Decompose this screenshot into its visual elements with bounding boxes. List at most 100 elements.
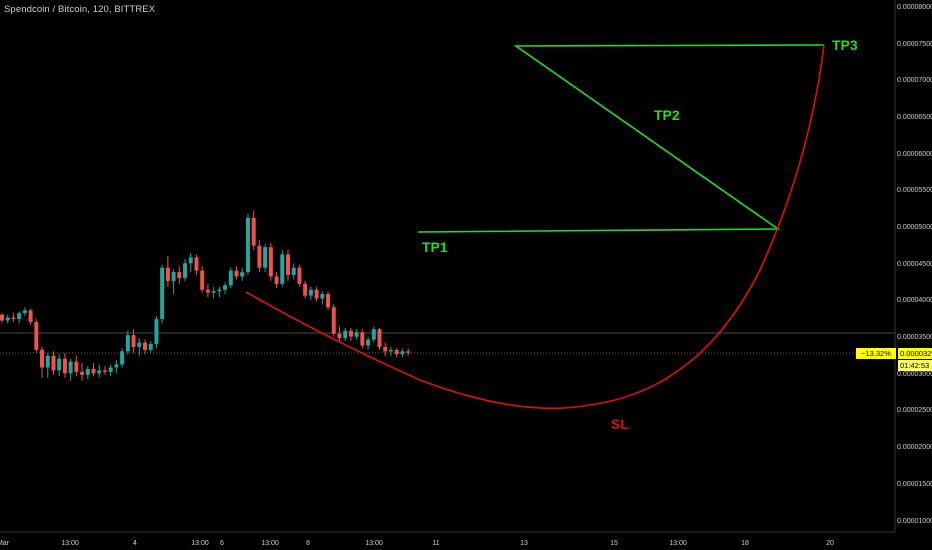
y-tick-label: 0.00007500 [897,40,932,48]
x-tick-label: Mar [0,540,10,547]
candle-body [303,283,308,296]
candle-body [177,272,182,278]
candle-body [183,263,188,278]
candle-body [280,254,285,284]
candle-body [22,310,27,314]
candle-body [91,368,96,374]
x-tick-label: 20 [826,540,834,547]
annotation-sl: SL [611,416,629,432]
candle-body [228,270,233,286]
candle-body [371,329,376,340]
candle-body [211,291,216,293]
x-tick-label: 6 [220,540,224,547]
candle-body [205,289,210,293]
x-tick-label: 13:00 [261,540,279,547]
candle-body [388,349,393,352]
candle-body [331,307,336,334]
candle-body [337,333,342,339]
y-tick-label: 0.00003500 [897,334,932,342]
y-tick-label: 0.00006000 [897,150,932,158]
x-tick-label: 4 [133,540,137,547]
candle-body [326,294,331,308]
candle-body [45,355,50,368]
candle-body [40,349,45,368]
change-percent-badge: −13.32% [856,348,896,359]
candle-body [251,217,256,246]
candle-body [223,285,228,290]
candle-body [62,358,67,374]
candle-body [28,310,33,322]
candle-body [171,272,176,281]
candle-body [217,289,222,292]
y-tick-label: 0.00004000 [897,297,932,305]
y-tick-label: 0.00004500 [897,260,932,268]
candle-body [17,313,22,320]
sl-curve[interactable] [245,44,825,410]
annotation-tp2: TP2 [654,107,680,123]
candle-body [68,361,73,374]
y-tick-label: 0.00002000 [897,444,932,452]
x-tick-label: 11 [432,540,440,547]
candle-body [80,371,85,375]
candle-body [320,294,325,299]
candle-body [377,329,382,347]
candle-body [114,364,119,368]
candle-body [314,289,319,299]
candle-body [200,270,205,290]
candle-body [268,247,273,277]
symbol-title: Spendcoin / Bitcoin, 120, BITTREX [4,4,156,15]
x-tick-label: 13:00 [669,540,687,547]
candle-body [383,346,388,352]
candle-body [102,370,107,372]
y-tick-label: 0.00008000 [897,4,932,11]
candle-body [0,314,4,321]
candle-body [125,335,130,352]
candle-body [160,267,165,320]
x-tick-label: 13:00 [365,540,383,547]
tp-zigzag-line[interactable] [417,44,825,233]
y-tick-label: 0.00001000 [897,517,932,525]
candle-body [108,367,113,372]
y-tick-label: 0.00005000 [897,224,932,232]
x-tick-label: 13:00 [61,540,79,547]
y-tick-label: 0.00007000 [897,77,932,85]
x-tick-label: 15 [610,540,618,547]
candle-body [154,319,159,344]
candle-body [360,332,365,346]
candle-body [51,355,56,371]
candle-body [274,276,279,284]
y-tick-label: 0.00002500 [897,407,932,415]
y-tick-label: 0.00001500 [897,480,932,488]
candle-body [165,267,170,281]
candle-body [354,332,359,337]
candle-body [291,267,296,276]
countdown-badge: 01:42:53 [898,360,932,371]
candle-body [85,368,90,375]
candle-body [263,247,268,268]
candle-body [57,358,62,371]
candle-body [188,257,193,264]
candle-body [406,351,411,353]
y-tick-label: 0.00003000 [897,370,932,378]
candle-body [245,217,250,273]
x-tick-label: 13 [520,540,528,547]
candle-body [308,289,313,296]
candle-body [97,370,102,374]
last-price-badge: 0.00003299 [898,348,932,359]
candle-body [366,339,371,346]
candle-body [234,270,239,277]
candle-body [348,330,353,337]
candle-body [137,342,142,347]
candle-body [34,321,39,350]
candle-body [74,361,79,372]
y-tick-label: 0.00005500 [897,187,932,195]
candle-body [394,349,399,355]
candle-body [297,267,302,284]
annotation-tp3: TP3 [832,37,858,53]
candle-body [148,343,153,350]
annotation-tp1: TP1 [422,239,448,255]
candle-body [400,351,405,355]
candle-body [5,317,10,321]
x-tick-label: 13:00 [191,540,209,547]
